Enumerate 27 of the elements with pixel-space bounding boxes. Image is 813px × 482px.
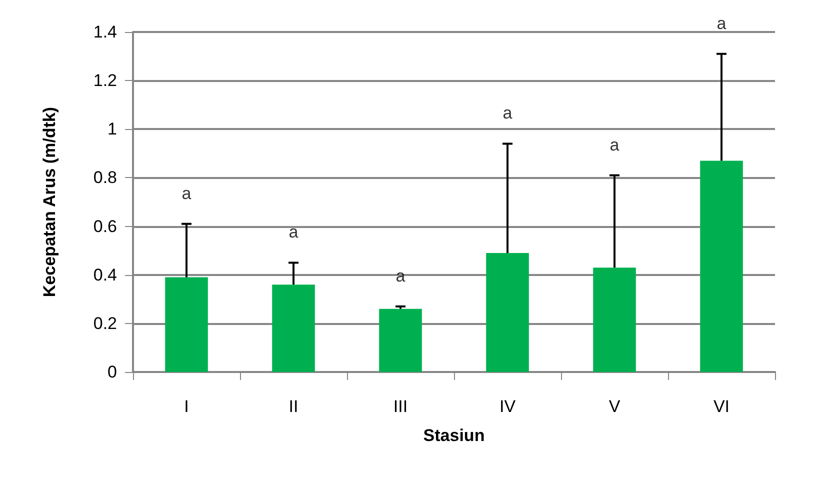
bar [486,253,529,372]
x-tick-label: V [608,397,621,416]
y-tick-label: 0.6 [93,216,117,236]
annotation: a [502,104,513,123]
bar [272,284,315,372]
annotation: a [288,222,299,242]
y-tick-label: 1.2 [93,71,117,90]
x-tick-label: II [288,397,298,416]
x-tick-label: IV [499,397,516,416]
bar [593,268,636,372]
y-tick-label: 0.2 [93,314,117,333]
annotation: a [716,14,727,33]
y-tick-label: 1.4 [93,22,117,42]
annotation: a [182,184,192,203]
x-axis-title: Stasiun [423,426,485,445]
x-tick-label: III [393,397,408,416]
y-tick-label: 0.8 [93,168,117,188]
bar [700,160,743,372]
y-axis-title: Kecepatan Arus (m/dtk) [40,106,59,298]
annotation: a [610,135,620,154]
y-tick-label: 0 [108,362,117,382]
x-tick-label: VI [713,397,730,416]
y-tick-label: 1 [108,120,117,139]
bar [379,308,422,372]
y-tick-label: 0.4 [93,265,117,284]
bar [165,277,208,372]
x-tick-label: I [184,397,189,416]
